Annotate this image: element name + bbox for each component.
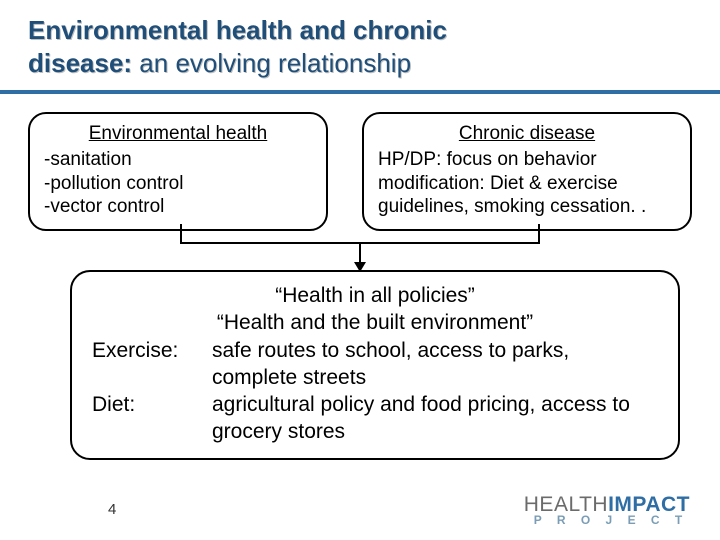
env-health-heading: Environmental health bbox=[44, 122, 312, 146]
logo: HEALTHIMPACT P R O J E C T bbox=[524, 495, 690, 526]
env-health-line: -sanitation bbox=[44, 148, 312, 172]
slide: Environmental health and chronic disease… bbox=[0, 0, 720, 540]
merge-row-exercise: Exercise: safe routes to school, access … bbox=[92, 337, 658, 392]
env-health-line: -pollution control bbox=[44, 172, 312, 196]
connector-left-stub bbox=[180, 224, 182, 244]
connector bbox=[180, 224, 540, 264]
logo-subtitle: P R O J E C T bbox=[524, 515, 690, 526]
connector-down bbox=[359, 242, 361, 264]
page-number: 4 bbox=[108, 501, 116, 518]
merge-text: agricultural policy and food pricing, ac… bbox=[212, 391, 658, 446]
env-health-line: -vector control bbox=[44, 195, 312, 219]
chronic-disease-box: Chronic disease HP/DP: focus on behavior… bbox=[362, 112, 692, 231]
merge-text: safe routes to school, access to parks, … bbox=[212, 337, 658, 392]
merge-row-diet: Diet: agricultural policy and food prici… bbox=[92, 391, 658, 446]
title-plain: an evolving relationship bbox=[132, 48, 411, 78]
title-strong-2: disease: bbox=[28, 48, 132, 78]
chronic-line: HP/DP: focus on behavior bbox=[378, 148, 676, 172]
title-area: Environmental health and chronic disease… bbox=[0, 0, 720, 85]
merge-label: Exercise: bbox=[92, 337, 212, 392]
title-strong-1: Environmental health and chronic bbox=[28, 15, 447, 45]
chronic-line: guidelines, smoking cessation. . bbox=[378, 195, 676, 219]
logo-line-1: HEALTHIMPACT bbox=[524, 495, 690, 515]
chronic-line: modification: Diet & exercise bbox=[378, 172, 676, 196]
chronic-heading: Chronic disease bbox=[378, 122, 676, 146]
title-line-1: Environmental health and chronic bbox=[28, 14, 692, 47]
title-underline bbox=[0, 90, 720, 94]
merge-label: Diet: bbox=[92, 391, 212, 446]
merge-center-2: “Health and the built environment” bbox=[92, 309, 658, 336]
top-row: Environmental health -sanitation -pollut… bbox=[0, 112, 720, 231]
merge-center-1: “Health in all policies” bbox=[92, 282, 658, 309]
connector-right-stub bbox=[538, 224, 540, 244]
title-line-2: disease: an evolving relationship bbox=[28, 47, 692, 80]
merge-box: “Health in all policies” “Health and the… bbox=[70, 270, 680, 460]
env-health-box: Environmental health -sanitation -pollut… bbox=[28, 112, 328, 231]
